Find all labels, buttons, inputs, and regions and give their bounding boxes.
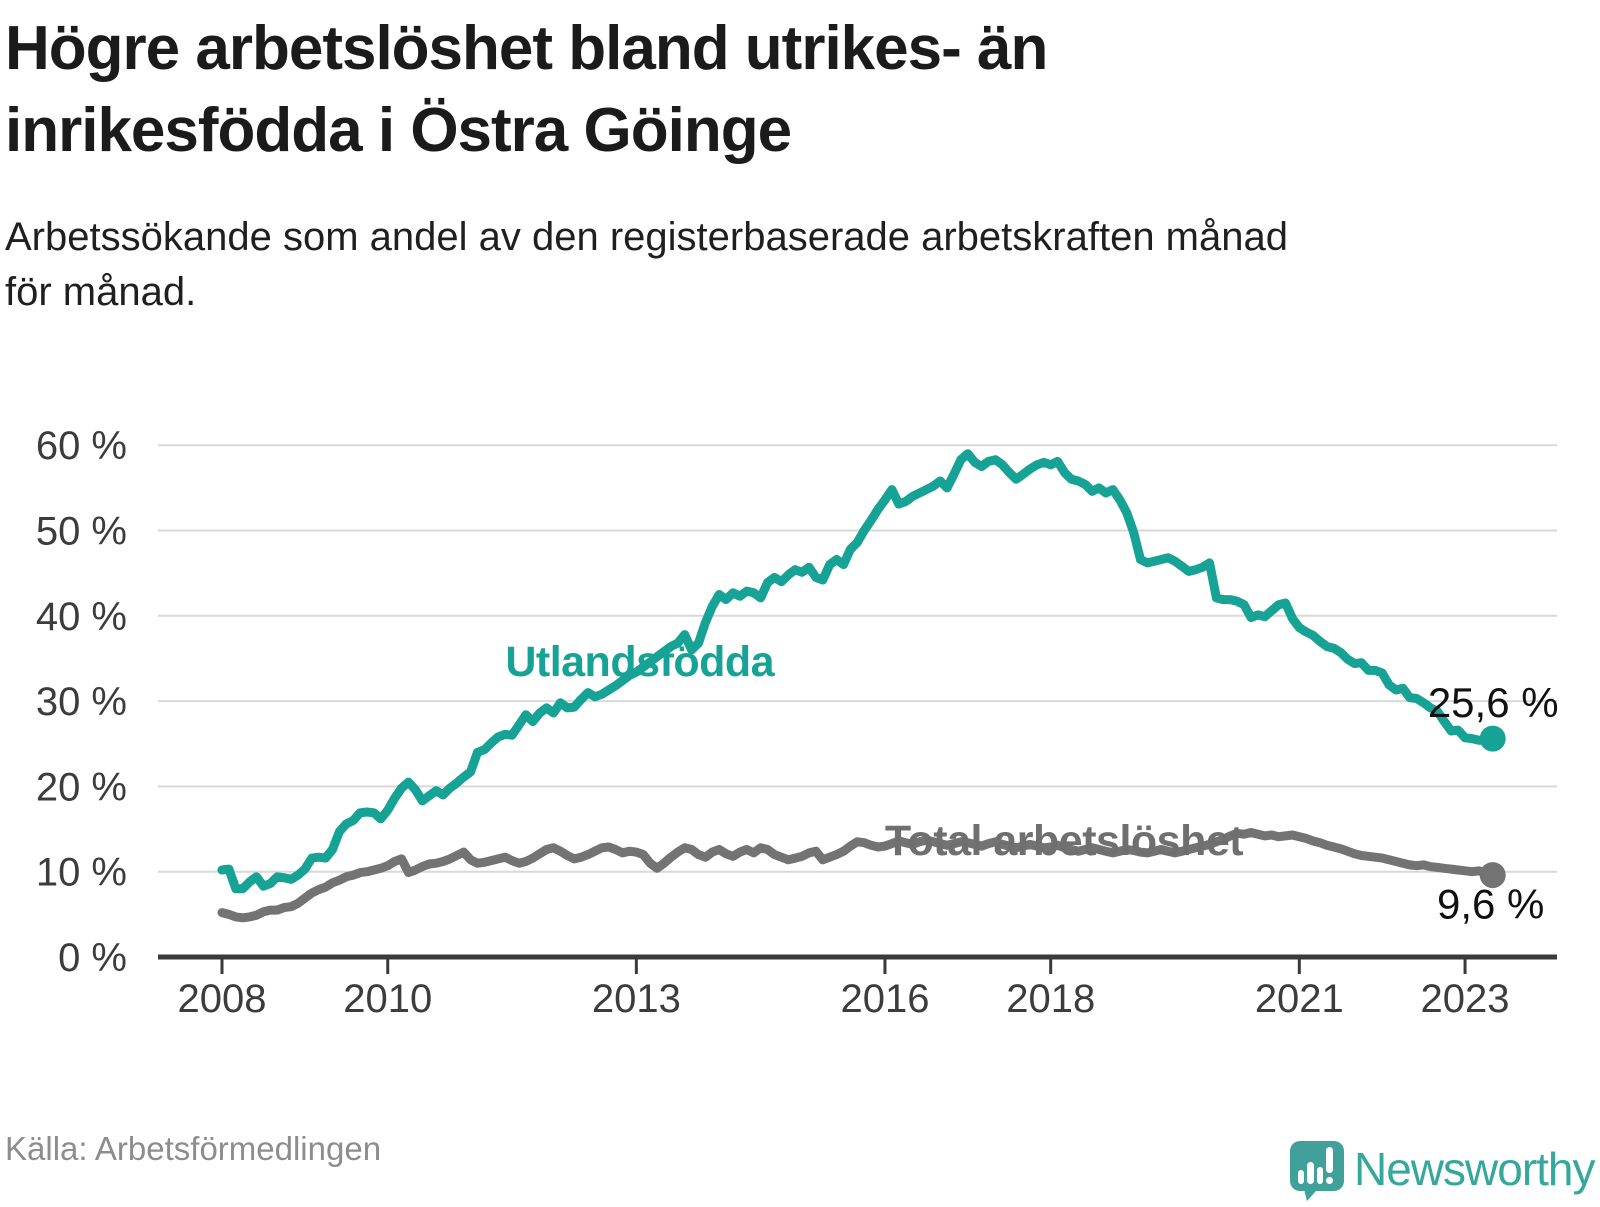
- x-tick-label-2018: 2018: [1006, 977, 1095, 1021]
- title-line-1: Högre arbetslöshet bland utrikes- än: [5, 14, 1048, 83]
- x-tick-label-2008: 2008: [178, 977, 267, 1021]
- y-tick-label-50: 50 %: [36, 510, 127, 554]
- series-group: [217, 449, 1506, 923]
- subtitle-line-1: Arbetssökande som andel av den registerb…: [5, 215, 1288, 259]
- x-tick-label-2021: 2021: [1255, 977, 1344, 1021]
- y-tick-label-30: 30 %: [36, 680, 127, 724]
- logo-bars-icon: [1298, 1147, 1333, 1184]
- x-tick-label-2013: 2013: [592, 977, 681, 1021]
- series-end-dot-total: [1479, 862, 1506, 889]
- source-note: Källa: Arbetsförmedlingen: [5, 1130, 382, 1167]
- series-line-utlandsfodda: [217, 449, 1498, 894]
- subtitle-line-2: för månad.: [5, 270, 197, 314]
- y-tick-label-60: 60 %: [36, 424, 127, 468]
- value-label-total: 9,6 %: [1437, 880, 1544, 927]
- newsworthy-logo: Newsworthy: [1288, 1140, 1600, 1201]
- y-tick-label-10: 10 %: [36, 851, 127, 895]
- annotation-group: Utlandsfödda Total arbetslöshet 25,6 % 9,6 …: [505, 638, 1558, 927]
- page-title: Högre arbetslöshet bland utrikes- än inr…: [5, 8, 1048, 172]
- axis-group: 2008 2010 2013 2016 2018 2021 2023: [158, 954, 1557, 1021]
- chart-subtitle: Arbetssökande som andel av den registerb…: [5, 210, 1288, 320]
- title-line-2: inrikesfödda i Östra Göinge: [5, 96, 792, 165]
- series-line-total: [217, 828, 1498, 923]
- logo-pin-icon: [1290, 1141, 1344, 1201]
- value-label-utlandsfodda: 25,6 %: [1428, 679, 1559, 726]
- x-tick-label-2016: 2016: [840, 977, 929, 1021]
- brand-wordmark: Newsworthy: [1354, 1143, 1596, 1195]
- y-tick-label-20: 20 %: [36, 765, 127, 809]
- series-label-utlandsfodda: Utlandsfödda: [505, 638, 775, 686]
- y-tick-label-0: 0 %: [58, 936, 127, 980]
- series-label-total: Total arbetslöshet: [885, 817, 1243, 865]
- x-tick-label-2010: 2010: [343, 977, 432, 1021]
- x-tick-label-2023: 2023: [1421, 977, 1510, 1021]
- series-end-dot-utlandsfodda: [1479, 725, 1506, 752]
- grid-group: 0 % 10 % 20 % 30 % 40 % 50 % 60 %: [36, 424, 1557, 980]
- y-tick-label-40: 40 %: [36, 595, 127, 639]
